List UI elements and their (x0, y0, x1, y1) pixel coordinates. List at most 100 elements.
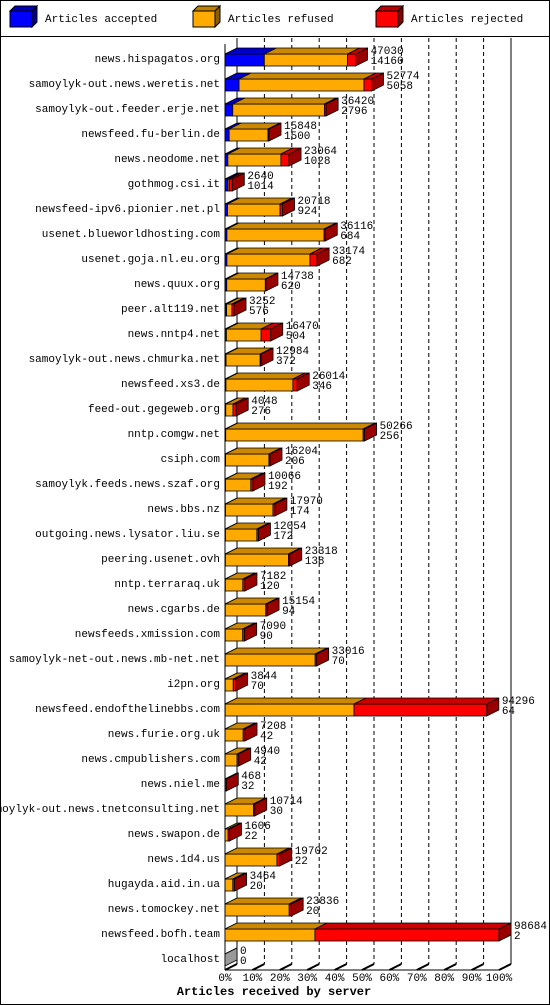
accepted-label: 372 (276, 356, 296, 368)
bar-side (364, 422, 377, 442)
bar-side (288, 147, 302, 167)
bar-side (486, 697, 500, 717)
bar-segment (224, 553, 289, 567)
bar-segment (225, 428, 364, 442)
bar-segment (224, 753, 238, 767)
bar-segment-top (226, 247, 323, 255)
legend-swatch (192, 10, 216, 28)
y-tick-label: news.cmpublishers.com (81, 754, 220, 766)
x-tick-label: 70% (407, 973, 427, 985)
bar-segment (224, 853, 278, 867)
bar-side (324, 222, 338, 242)
tick-mark (416, 963, 430, 971)
y-tick-label: feed-out.gegeweb.org (88, 404, 220, 416)
accepted-label: 924 (298, 206, 318, 218)
y-tick-label: outgoing.news.lysator.liu.se (35, 529, 220, 541)
tick-mark (443, 963, 457, 971)
y-tick-label: samoylyk-out.news.chmurka.net (29, 354, 220, 366)
total-label: 3464 (250, 871, 277, 883)
total-label: 12054 (273, 521, 306, 533)
bar-side (234, 872, 248, 892)
y-tick-label: nntp.terraraq.uk (114, 579, 220, 591)
bar-segment (263, 53, 349, 67)
bar-side (244, 722, 258, 742)
total-label: 23064 (304, 146, 337, 158)
y-tick-label: csiph.com (161, 454, 221, 466)
bar-side (265, 272, 279, 292)
total-label: 15848 (284, 121, 317, 133)
total-label: 7182 (260, 571, 286, 583)
y-tick-label: samoylyk.feeds.news.szaf.org (35, 479, 220, 491)
y-tick-label: hugayda.aid.in.ua (108, 879, 221, 891)
y-tick-label: localhost (161, 954, 220, 966)
tick-mark (388, 963, 402, 971)
total-label: 468 (241, 771, 261, 783)
accepted-label: 0 (240, 956, 247, 968)
bar-side (268, 122, 282, 142)
y-tick-label: news.1d4.us (147, 854, 220, 866)
accepted-label: 504 (286, 331, 306, 343)
x-tick-label: 20% (270, 973, 290, 985)
x-tick-label: 100% (486, 973, 513, 985)
y-tick-label: newsfeed.endofthelinebbs.com (35, 704, 220, 716)
y-tick-label: nntp.comgw.net (128, 429, 220, 441)
bar-side (260, 347, 274, 367)
accepted-label: 20 (306, 906, 319, 918)
bar-segment (224, 128, 230, 142)
bar-segment-top (353, 697, 499, 705)
accepted-label: 206 (285, 456, 305, 468)
accepted-label: 30 (270, 806, 283, 818)
accepted-label: 2796 (341, 106, 367, 118)
y-tick-label: news.tomockey.net (108, 904, 220, 916)
tick-mark (471, 963, 485, 971)
y-tick-label: news.quux.org (134, 279, 220, 291)
bar-segment (276, 853, 281, 867)
bar-segment-top (238, 72, 377, 80)
accepted-label: 70 (332, 656, 345, 668)
bar-segment (227, 153, 282, 167)
accepted-label: 684 (340, 231, 360, 243)
accepted-label: 620 (281, 281, 301, 293)
bar-side (270, 322, 284, 342)
y-tick-label: news.nntp4.net (128, 329, 220, 341)
bar-segment-top (232, 97, 337, 105)
bar-segment (314, 928, 500, 942)
total-label: 52774 (387, 71, 420, 83)
y-tick-label: usenet.goja.nl.eu.org (81, 254, 220, 266)
y-tick-label: news.hispagatos.org (95, 54, 220, 66)
y-tick-label: samoylyk-net-out.news.mb-net.net (9, 654, 220, 666)
bar-segment (347, 53, 356, 67)
total-label: 23318 (305, 546, 338, 558)
bar-segment (225, 328, 262, 342)
total-label: 2640 (247, 171, 273, 183)
legend-swatch-side (214, 4, 221, 29)
accepted-label: 22 (244, 831, 257, 843)
bar-segment (309, 253, 318, 267)
accepted-label: 90 (260, 631, 273, 643)
accepted-label: 42 (254, 756, 267, 768)
legend-swatch-side (397, 4, 404, 29)
accepted-label: 20 (250, 881, 263, 893)
y-tick-label: usenet.blueworldhosting.com (42, 229, 221, 241)
y-tick-label: gothmog.csi.it (128, 179, 220, 191)
bar-segment (224, 803, 254, 817)
accepted-label: 1028 (304, 156, 330, 168)
bar-segment (225, 478, 252, 492)
legend-swatch (9, 10, 33, 28)
tick-mark (279, 963, 293, 971)
bar-side (325, 97, 339, 117)
accepted-label: 22 (295, 856, 308, 868)
total-label: 98684 (514, 921, 547, 933)
bar-segment (224, 728, 244, 742)
bar-segment (228, 128, 269, 142)
bar-side (235, 672, 249, 692)
bar-segment (224, 928, 316, 942)
bar-side (244, 622, 258, 642)
bar-segment (224, 828, 229, 842)
y-tick-label: samoylyk-out.news.tnetconsulting.net (0, 804, 220, 816)
bar-segment (225, 528, 258, 542)
bar-segment (224, 578, 244, 592)
bar-segment (363, 78, 372, 92)
bar-side (282, 197, 295, 217)
bar-segment (228, 178, 233, 192)
